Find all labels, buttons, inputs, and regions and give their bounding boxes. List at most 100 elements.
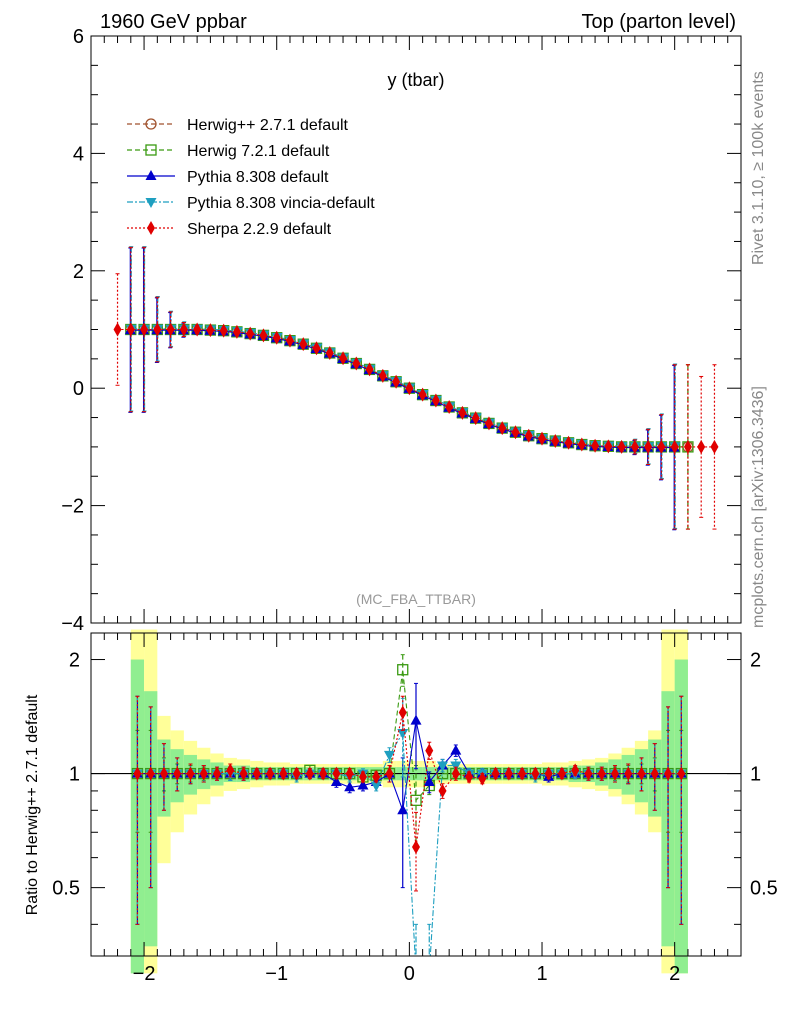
pythia-point bbox=[145, 170, 157, 180]
sherpa-point bbox=[677, 766, 686, 781]
plot-title: y (tbar) bbox=[387, 70, 444, 90]
sherpa-point bbox=[431, 393, 440, 408]
sherpa-point bbox=[697, 439, 706, 454]
sherpa-point bbox=[644, 439, 653, 454]
sherpa-point bbox=[557, 766, 566, 781]
ratio-y-tick-label-right: 2 bbox=[750, 650, 761, 672]
sherpa-point bbox=[140, 322, 149, 337]
vincia-point bbox=[424, 968, 435, 978]
x-tick-label: −2 bbox=[133, 963, 156, 985]
series-line bbox=[131, 328, 676, 447]
herwig7-point bbox=[145, 144, 157, 156]
sherpa-point bbox=[226, 763, 235, 778]
sherpa-point bbox=[372, 769, 381, 784]
sherpa-point bbox=[246, 326, 255, 341]
pythia-point bbox=[357, 779, 369, 790]
sherpa-point bbox=[544, 766, 553, 781]
sherpa-point bbox=[630, 439, 639, 454]
pythia-point bbox=[344, 781, 356, 792]
sherpa-point bbox=[392, 374, 401, 389]
sherpa-point bbox=[471, 411, 480, 426]
sherpa-point bbox=[584, 766, 593, 781]
vincia-point bbox=[370, 781, 382, 792]
legend: Herwig++ 2.7.1 default Herwig 7.2.1 defau… bbox=[127, 117, 375, 238]
sherpa-point bbox=[299, 337, 308, 352]
ratio-y-tick-label-right: 1 bbox=[750, 764, 761, 786]
vincia-point bbox=[397, 728, 409, 739]
sherpa-point bbox=[378, 368, 387, 383]
sherpa-point bbox=[252, 766, 261, 781]
sherpa-point bbox=[637, 766, 646, 781]
ratio-series-group bbox=[131, 654, 687, 978]
ratio-y-tick-label: 2 bbox=[69, 650, 80, 672]
y-tick-label: −2 bbox=[61, 496, 84, 518]
ratio-plot-frame bbox=[90, 632, 742, 957]
pythia-point bbox=[330, 776, 342, 787]
series-line bbox=[130, 329, 675, 449]
legend-label: Pythia 8.308 vincia-default bbox=[187, 195, 375, 212]
sherpa-point bbox=[484, 416, 493, 431]
legend-label: Herwig 7.2.1 default bbox=[187, 143, 330, 160]
sherpa-point bbox=[670, 439, 679, 454]
sherpa-point bbox=[285, 333, 294, 348]
sherpa-point bbox=[591, 438, 600, 453]
sherpa-point bbox=[206, 323, 215, 338]
sherpa-point bbox=[617, 439, 626, 454]
sherpa-point bbox=[650, 766, 659, 781]
legend-label: Herwig++ 2.7.1 default bbox=[187, 117, 349, 134]
vincia-point bbox=[437, 761, 449, 772]
main-plot-frame bbox=[90, 35, 742, 624]
sherpa-point bbox=[524, 428, 533, 443]
sherpa-point bbox=[266, 766, 275, 781]
sherpa-point bbox=[312, 341, 321, 356]
sherpa-point bbox=[325, 345, 334, 360]
sherpa-point bbox=[193, 322, 202, 337]
sherpa-point bbox=[345, 766, 354, 781]
ratio-y-tick-label: 0.5 bbox=[52, 878, 80, 900]
sherpa-point bbox=[438, 783, 447, 798]
sherpa-point bbox=[531, 766, 540, 781]
y-tick-label: −4 bbox=[61, 613, 84, 635]
x-tick-label: 0 bbox=[404, 963, 415, 985]
sherpa-point bbox=[425, 743, 434, 758]
sherpa-point bbox=[538, 431, 547, 446]
sherpa-point bbox=[179, 322, 188, 337]
sherpa-point bbox=[159, 766, 168, 781]
sherpa-point bbox=[166, 322, 175, 337]
y-tick-label: 0 bbox=[73, 378, 84, 400]
sherpa-point bbox=[319, 766, 328, 781]
vincia-point bbox=[450, 761, 462, 772]
sherpa-point bbox=[213, 766, 222, 781]
sherpa-point bbox=[147, 221, 155, 235]
x-tick-label: 1 bbox=[536, 963, 547, 985]
sherpa-point bbox=[405, 381, 414, 396]
rivet-label: Rivet 3.1.10, ≥ 100k events bbox=[750, 71, 767, 265]
sherpa-point bbox=[498, 421, 507, 436]
sherpa-point bbox=[272, 330, 281, 345]
main-plot-panel: −4 −2 0 2 4 6 bbox=[61, 26, 741, 635]
sherpa-point bbox=[465, 769, 474, 784]
header-right: Top (parton level) bbox=[581, 11, 736, 33]
sherpa-point bbox=[624, 766, 633, 781]
pythia-point bbox=[397, 804, 409, 815]
sherpa-point bbox=[292, 766, 301, 781]
sherpa-point bbox=[412, 840, 420, 855]
sherpa-point bbox=[239, 766, 248, 781]
sherpa-point bbox=[551, 434, 560, 449]
herwig7-point bbox=[397, 664, 409, 676]
sherpa-point bbox=[385, 766, 394, 781]
sherpa-point bbox=[199, 766, 208, 781]
sherpa-point bbox=[146, 766, 155, 781]
ratio-y-tick-label-right: 0.5 bbox=[750, 878, 778, 900]
ratio-y-axis-label: Ratio to Herwig++ 2.7.1 default bbox=[24, 694, 41, 915]
sherpa-point bbox=[259, 328, 268, 343]
sherpa-point bbox=[232, 324, 241, 339]
sherpa-point bbox=[279, 766, 288, 781]
sherpa-point bbox=[153, 322, 162, 337]
sherpa-point bbox=[365, 362, 374, 377]
series-line bbox=[117, 328, 715, 448]
sherpa-point bbox=[710, 439, 719, 454]
sherpa-point bbox=[339, 351, 348, 366]
sherpa-point bbox=[683, 439, 692, 454]
pythia-point bbox=[410, 714, 422, 725]
